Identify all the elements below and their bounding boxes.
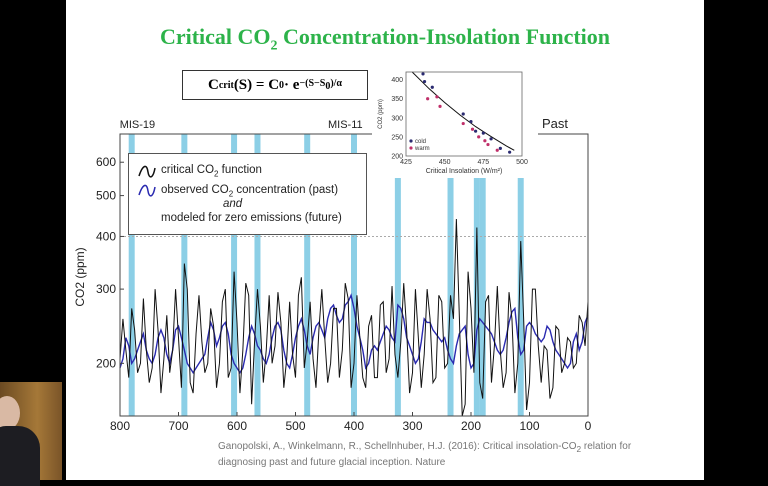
y-tick-label: 200 [96, 356, 116, 370]
x-tick-label: 700 [168, 419, 188, 433]
scatter-point-cold [489, 137, 493, 141]
scatter-point-cold [430, 85, 434, 89]
x-tick-label: 200 [461, 419, 481, 433]
inset-legend-marker-cold [409, 139, 413, 143]
inset-legend-label-warm: warm [414, 146, 430, 152]
citation: Ganopolski, A., Winkelmann, R., Schellnh… [218, 441, 632, 468]
inset-y-tick-label: 300 [391, 115, 403, 122]
speaker-head [0, 396, 20, 430]
inset-x-axis-label: Critical Insolation (W/m²) [426, 168, 503, 175]
inset-y-tick-label: 400 [391, 77, 403, 84]
y-tick-label: 500 [96, 189, 116, 203]
scatter-point-warm [495, 148, 499, 152]
inset-y-tick-label: 200 [391, 154, 403, 161]
legend-modeled-label: modeled for zero emissions (future) [161, 212, 342, 224]
inset-x-tick-label: 450 [439, 159, 451, 166]
y-tick-label: 400 [96, 229, 116, 243]
x-tick-label: 600 [227, 419, 247, 433]
legend-critical-swatch [138, 165, 156, 178]
scatter-point-warm [438, 104, 442, 108]
x-tick-label: 500 [285, 419, 305, 433]
scatter-point-warm [470, 127, 475, 131]
series-observed-line [119, 293, 589, 375]
scatter-point-cold [461, 112, 465, 116]
legend-critical-label: critical CO2 function [161, 164, 262, 179]
scatter-point-cold [474, 129, 478, 133]
inset-chart: 425 450 475 500 200 250 300 350 400 Critical Inso… [372, 66, 538, 178]
x-tick-label: 0 [585, 419, 592, 433]
annotation-past: Past [542, 116, 568, 131]
scatter-point-cold [422, 79, 427, 84]
inset-frame [405, 71, 523, 157]
annotation-mis11: MIS-11 [328, 119, 363, 131]
inset-y-tick-label: 350 [391, 96, 403, 103]
inception-band [304, 134, 311, 416]
legend-observed-swatch [138, 184, 156, 197]
inception-band [128, 134, 135, 416]
inception-band [517, 134, 524, 416]
inset-legend-marker-warm [409, 146, 413, 150]
inset-legend-label-cold: cold [415, 139, 426, 145]
inset-y-tick-label: 250 [391, 134, 403, 141]
scatter-point-cold [421, 72, 425, 76]
inset-x-tick-label: 425 [400, 159, 412, 166]
y-tick-label: 300 [96, 282, 116, 296]
scatter-point-warm [486, 142, 490, 147]
inception-band [254, 134, 261, 416]
scatter-point-cold [469, 120, 473, 124]
annotation-mis19: MIS-19 [120, 119, 155, 131]
x-tick-label: 800 [110, 419, 130, 433]
inception-band [351, 134, 357, 416]
legend-observed-label: observed CO2 concentration (past) [161, 184, 339, 199]
scatter-point-warm [483, 139, 487, 143]
scatter-point-warm [435, 95, 439, 99]
slide: Critical CO2 Concentration-Insolation Fu… [66, 0, 704, 480]
series-critical-line [119, 218, 589, 417]
scatter-point-warm [426, 97, 430, 101]
scatter-point-warm [461, 121, 465, 126]
chart-legend: critical CO2 function observed CO2 conce… [128, 153, 367, 235]
scatter-point-cold [481, 131, 485, 135]
inset-x-tick-label: 500 [516, 159, 528, 166]
slide-title: Critical CO2 Concentration-Insolation Fu… [159, 24, 611, 54]
y-tick-label: 600 [96, 155, 116, 169]
x-tick-label: 300 [402, 419, 422, 433]
inception-band [479, 134, 486, 416]
main-chart: 800 700 600 500 400 300 200 100 0 200 300 400 500 600… [73, 116, 592, 433]
y-axis-label: CO2 (ppm) [73, 247, 87, 306]
x-tick-label: 400 [344, 419, 364, 433]
scatter-point-cold [498, 146, 502, 150]
scatter-point-warm [477, 135, 481, 139]
speaker-video [0, 382, 62, 486]
inception-band [447, 134, 454, 416]
inset-fit-curve [411, 71, 515, 151]
inset-x-tick-label: 475 [477, 159, 489, 166]
inset-background [372, 66, 538, 178]
legend-and-label: and [223, 198, 243, 210]
x-tick-label: 100 [519, 419, 539, 433]
inset-y-axis-label: CO2 (ppm) [378, 99, 384, 129]
inception-band [473, 134, 480, 416]
speaker-body [0, 426, 40, 486]
scatter-point-cold [508, 150, 512, 154]
inception-band [394, 134, 401, 416]
